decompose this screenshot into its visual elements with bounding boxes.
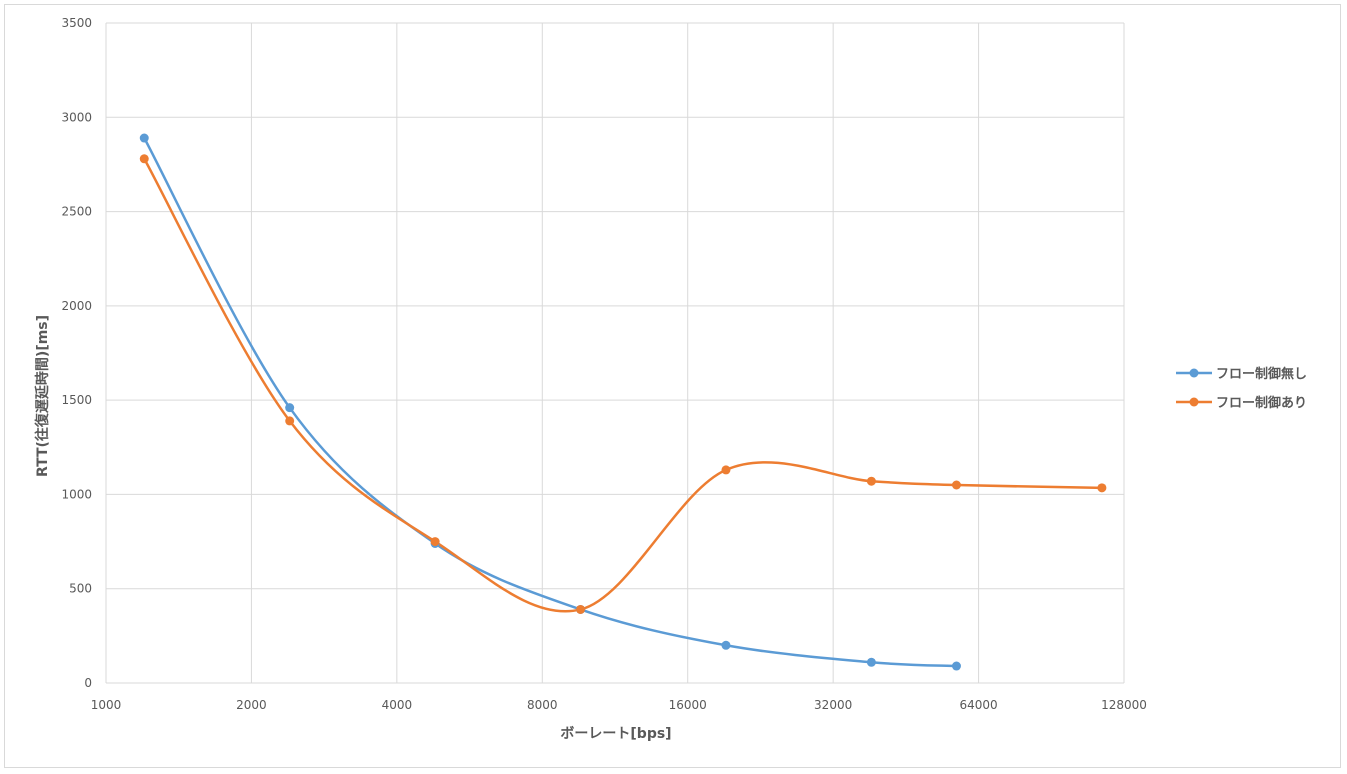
legend-item-series-2: フロー制御あり bbox=[1176, 395, 1307, 411]
data-point-series-2 bbox=[866, 476, 876, 486]
y-tick-labels: 0 500 1000 1500 2000 2500 3000 3500 bbox=[61, 16, 92, 690]
y-tick-label: 3000 bbox=[61, 110, 92, 124]
data-point-series-2 bbox=[285, 416, 295, 426]
x-axis-title: ボーレート[bps] bbox=[560, 726, 671, 742]
x-tick-labels: 1000 2000 4000 8000 16000 32000 64000 128000 bbox=[91, 698, 1147, 712]
series-line-1 bbox=[143, 137, 957, 668]
y-tick-label: 2000 bbox=[61, 299, 92, 313]
data-point-series-2 bbox=[1097, 483, 1107, 493]
y-tick-label: 0 bbox=[84, 676, 92, 690]
legend-label-series-2: フロー制御あり bbox=[1216, 395, 1307, 411]
data-point-series-1 bbox=[951, 661, 961, 671]
x-tick-label: 8000 bbox=[527, 698, 558, 712]
data-point-series-1 bbox=[721, 640, 731, 650]
grid-layer bbox=[105, 22, 1125, 684]
points-layer bbox=[139, 133, 1107, 671]
y-tick-label: 500 bbox=[69, 582, 92, 596]
data-point-series-1 bbox=[866, 657, 876, 667]
x-tick-label: 64000 bbox=[959, 698, 997, 712]
data-point-series-2 bbox=[721, 465, 731, 475]
legend-item-series-1: フロー制御無し bbox=[1176, 366, 1307, 382]
y-tick-label: 1000 bbox=[61, 487, 92, 501]
legend-label-series-1: フロー制御無し bbox=[1216, 366, 1307, 382]
series-line-2 bbox=[143, 158, 1102, 613]
legend: フロー制御無し フロー制御あり bbox=[1176, 366, 1307, 411]
data-point-series-2 bbox=[576, 604, 586, 614]
data-point-series-2 bbox=[430, 537, 440, 547]
y-axis-title: RTT(往復遅延時間)[ms] bbox=[34, 315, 51, 477]
x-tick-label: 2000 bbox=[236, 698, 267, 712]
x-tick-label: 1000 bbox=[91, 698, 122, 712]
data-point-series-2 bbox=[139, 154, 149, 164]
y-tick-label: 2500 bbox=[61, 205, 92, 219]
data-point-series-1 bbox=[285, 403, 295, 413]
data-point-series-2 bbox=[951, 480, 961, 490]
data-point-series-1 bbox=[139, 133, 149, 143]
x-tick-label: 4000 bbox=[382, 698, 413, 712]
x-tick-label: 32000 bbox=[814, 698, 852, 712]
y-tick-label: 1500 bbox=[61, 393, 92, 407]
x-tick-label: 16000 bbox=[669, 698, 707, 712]
y-tick-label: 3500 bbox=[61, 16, 92, 30]
chart-frame bbox=[4, 4, 1341, 768]
series-layer bbox=[143, 137, 1102, 668]
x-tick-label: 128000 bbox=[1101, 698, 1147, 712]
